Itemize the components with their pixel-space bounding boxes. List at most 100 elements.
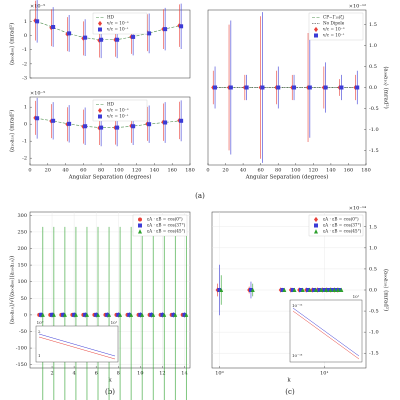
point (105, 312, 110, 317)
y-multiplier: ×10⁻¹² (349, 4, 366, 10)
point (163, 27, 168, 32)
y-tick-label: 0.0 (369, 288, 377, 294)
point (337, 288, 342, 292)
point (160, 312, 165, 317)
point (182, 312, 187, 317)
legend-label: εA · εB = cos(37°) (323, 223, 362, 228)
caption: (c) (285, 388, 295, 396)
point (326, 288, 331, 292)
point (127, 312, 132, 317)
legend-label: v/c = 10⁻¹ (106, 114, 129, 119)
legend-swatch (314, 33, 318, 38)
legend-swatch (98, 27, 102, 32)
x-tick-label: 20 (222, 168, 228, 174)
y-tick-label: -150 (16, 362, 27, 368)
point (213, 85, 218, 90)
point (96, 312, 101, 317)
inset-tick-label: 10⁻¹² (292, 303, 303, 308)
point (51, 312, 56, 317)
x-tick-label: 80 (275, 168, 281, 174)
legend-swatch (138, 229, 142, 234)
point (300, 287, 305, 292)
point (147, 31, 152, 36)
point (61, 312, 66, 317)
point (129, 312, 134, 317)
legend-label: v/c = 10⁻³ (106, 21, 129, 26)
point (228, 85, 233, 90)
y-tick-label: -1 (22, 47, 27, 53)
point (280, 288, 285, 292)
legend-swatch (314, 216, 318, 223)
point (115, 37, 120, 42)
curve (36, 117, 181, 128)
legend-frame (308, 214, 364, 237)
point (330, 288, 335, 292)
y-tick-label: 100 (17, 279, 27, 285)
inset-curve (292, 310, 360, 360)
point (83, 124, 88, 129)
legend-label: εA · εB = cos(45°) (147, 229, 186, 234)
y-tick-label: 50 (21, 296, 27, 302)
point (179, 24, 184, 29)
legend-label: No Dipole (323, 21, 345, 26)
point (99, 125, 104, 130)
point (339, 287, 344, 292)
point (244, 85, 249, 90)
x-tick-label: 100 (114, 168, 124, 174)
y-tick-label: -2 (22, 156, 27, 162)
y-tick-label: 1.0 (369, 245, 377, 251)
inset-tick-label: 10¹ (353, 294, 360, 299)
y-tick-label: 300 (17, 213, 27, 219)
caption: (a) (195, 192, 205, 200)
point (336, 287, 341, 292)
point (115, 125, 120, 130)
point (140, 312, 145, 317)
x-tick-label: 140 (150, 168, 160, 174)
point (292, 85, 297, 90)
point (179, 118, 184, 123)
y-tick-label: -1 (22, 139, 27, 145)
point (39, 312, 44, 317)
x-tick-label: 160 (167, 168, 177, 174)
y-multiplier: ×10⁻⁵ (30, 91, 45, 97)
y-tick-label: 0 (24, 312, 27, 318)
y-tick-label: 0.0 (369, 85, 377, 91)
legend-label: εA · εB = cos(37°) (147, 223, 186, 228)
x-tick-label: 120 (309, 168, 319, 174)
point (312, 288, 317, 292)
y-tick-label: -1.5 (369, 351, 379, 357)
x-tick-label: 40 (62, 168, 68, 174)
point (83, 312, 88, 317)
point (94, 312, 99, 317)
y-tick-label: -1.0 (369, 127, 379, 133)
y-tick-label: -1.5 (369, 148, 379, 154)
point (307, 85, 312, 90)
y-tick-label: 0.5 (369, 64, 377, 70)
point (107, 312, 112, 317)
point (84, 312, 89, 317)
x-tick-label: 2 (50, 371, 53, 377)
curve (36, 21, 181, 41)
inset-tick-label: 2 (38, 329, 41, 334)
x-tick-label: 10¹ (320, 371, 328, 377)
point (99, 37, 104, 42)
point (83, 35, 88, 40)
inset-tick-label: 10⁰ (37, 320, 44, 325)
point (332, 287, 337, 292)
point (313, 287, 318, 292)
y-tick-label: -0.5 (369, 309, 379, 315)
inset-curve (38, 336, 116, 360)
point (306, 288, 311, 292)
point (334, 288, 339, 292)
legend-swatch (138, 223, 142, 228)
x-tick-label: 4 (73, 371, 76, 377)
legend-label: CP−Γ₁₀(ζ) (323, 15, 345, 20)
x-tick-label: 60 (80, 168, 86, 174)
y-tick-label: 0 (24, 33, 27, 39)
inset-tick-label: 10¹ (111, 320, 118, 325)
caption: (b) (105, 388, 115, 396)
point (131, 124, 136, 129)
point (67, 121, 72, 126)
inset-tick-label: 1 (38, 353, 41, 358)
y-multiplier: ×10⁻¹⁴ (349, 206, 366, 212)
